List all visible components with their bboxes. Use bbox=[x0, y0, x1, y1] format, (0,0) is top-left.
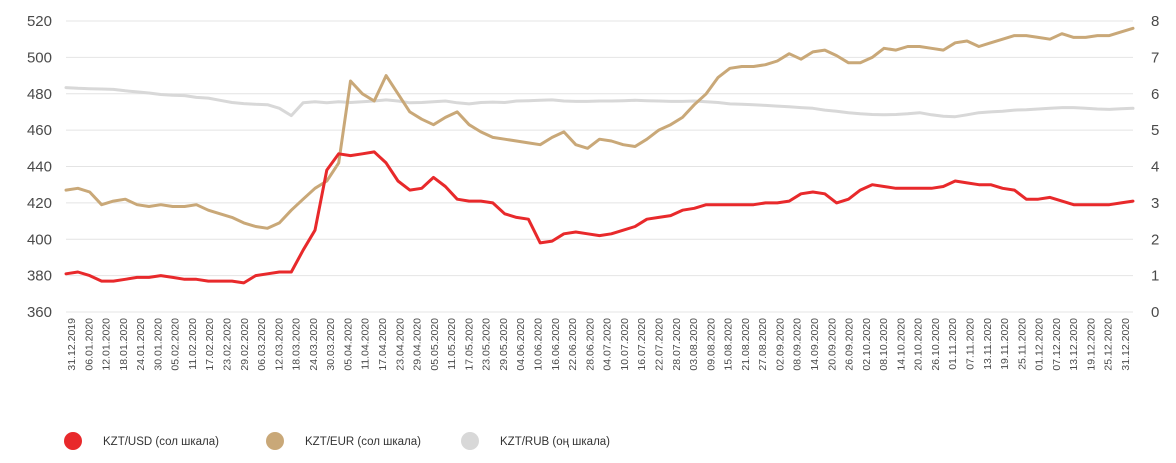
x-axis-tick-label: 31.12.2020 bbox=[1120, 318, 1132, 371]
x-axis-tick-label: 13.12.2020 bbox=[1068, 318, 1080, 371]
left-axis-tick-label: 520 bbox=[27, 13, 52, 30]
left-axis-ticks: 360 380 400 420 440 460 480 500 520 bbox=[27, 13, 52, 321]
x-axis-tick-label: 28.06.2020 bbox=[584, 318, 596, 371]
legend-item: KZT/RUB (оң шкала) bbox=[461, 432, 610, 450]
x-axis-tick-label: 07.11.2020 bbox=[965, 318, 977, 370]
x-axis-tick-label: 12.03.2020 bbox=[273, 318, 285, 371]
legend-item: KZT/USD (сол шкала) bbox=[64, 432, 219, 450]
left-axis-tick-label: 360 bbox=[27, 304, 52, 321]
right-axis-tick-label: 4 bbox=[1151, 159, 1159, 176]
x-axis-tick-label: 29.02.2020 bbox=[239, 318, 251, 371]
x-axis-tick-label: 16.07.2020 bbox=[636, 318, 648, 371]
left-axis-tick-label: 420 bbox=[27, 195, 52, 212]
x-axis-tick-label: 24.01.2020 bbox=[135, 318, 147, 371]
left-axis-tick-label: 460 bbox=[27, 122, 52, 139]
x-axis-tick-label: 11.04.2020 bbox=[360, 318, 372, 370]
x-axis-tick-label: 23.05.2020 bbox=[481, 318, 493, 371]
x-axis-tick-label: 14.10.2020 bbox=[895, 318, 907, 371]
left-axis-tick-label: 380 bbox=[27, 268, 52, 285]
legend-label: KZT/RUB (оң шкала) bbox=[500, 436, 610, 448]
x-axis-tick-label: 06.01.2020 bbox=[83, 318, 95, 371]
x-axis-tick-label: 09.08.2020 bbox=[705, 318, 717, 371]
x-axis-tick-label: 26.10.2020 bbox=[930, 318, 942, 371]
x-axis-tick-label: 05.05.2020 bbox=[429, 318, 441, 371]
legend-label: KZT/EUR (сол шкала) bbox=[305, 436, 421, 448]
x-axis-tick-label: 20.10.2020 bbox=[913, 318, 925, 371]
x-axis-tick-label: 11.05.2020 bbox=[446, 318, 458, 370]
x-axis-tick-label: 22.06.2020 bbox=[567, 318, 579, 371]
x-axis-tick-label: 26.09.2020 bbox=[844, 318, 856, 371]
x-axis-tick-label: 30.01.2020 bbox=[152, 318, 164, 371]
right-axis-tick-label: 8 bbox=[1151, 13, 1159, 30]
right-axis-tick-label: 6 bbox=[1151, 86, 1159, 103]
x-axis-tick-label: 02.09.2020 bbox=[774, 318, 786, 371]
legend-marker bbox=[461, 432, 479, 450]
x-axis-tick-label: 23.02.2020 bbox=[222, 318, 234, 371]
x-axis-tick-label: 27.08.2020 bbox=[757, 318, 769, 371]
x-axis-tick-label: 18.03.2020 bbox=[291, 318, 303, 371]
x-axis-tick-label: 17.05.2020 bbox=[463, 318, 475, 371]
x-axis-tick-label: 17.04.2020 bbox=[377, 318, 389, 371]
x-axis-tick-label: 02.10.2020 bbox=[861, 318, 873, 371]
x-axis-tick-label: 05.02.2020 bbox=[170, 318, 182, 371]
x-axis-tick-label: 24.03.2020 bbox=[308, 318, 320, 371]
x-axis-tick-label: 17.02.2020 bbox=[204, 318, 216, 371]
legend-label: KZT/USD (сол шкала) bbox=[103, 436, 219, 448]
series-line-1 bbox=[64, 150, 1135, 285]
x-axis-tick-label: 18.01.2020 bbox=[118, 318, 130, 371]
legend-marker bbox=[64, 432, 82, 450]
x-axis-tick-label: 05.04.2020 bbox=[343, 318, 355, 371]
x-axis-tick-label: 25.12.2020 bbox=[1103, 318, 1115, 371]
x-axis-tick-label: 29.05.2020 bbox=[498, 318, 510, 371]
x-axis-tick-label: 03.08.2020 bbox=[688, 318, 700, 371]
x-axis-tick-label: 04.07.2020 bbox=[602, 318, 614, 371]
x-axis-tick-label: 16.06.2020 bbox=[550, 318, 562, 371]
x-axis-ticks: 31.12.2019 06.01.2020 12.01.2020 18.01.2020… bbox=[66, 318, 1132, 371]
x-axis-tick-label: 08.10.2020 bbox=[878, 318, 890, 371]
x-axis-tick-label: 20.09.2020 bbox=[826, 318, 838, 371]
left-axis-tick-label: 480 bbox=[27, 86, 52, 103]
right-axis-tick-label: 7 bbox=[1151, 49, 1159, 66]
x-axis-tick-label: 19.12.2020 bbox=[1085, 318, 1097, 371]
x-axis-tick-label: 30.03.2020 bbox=[325, 318, 337, 371]
left-axis-tick-label: 500 bbox=[27, 49, 52, 66]
series-line-3 bbox=[64, 86, 1135, 119]
right-axis-tick-label: 5 bbox=[1151, 122, 1159, 139]
x-axis-tick-label: 10.07.2020 bbox=[619, 318, 631, 371]
x-axis-tick-label: 01.11.2020 bbox=[947, 318, 959, 370]
right-axis-ticks: 0 1 2 3 4 5 6 7 8 bbox=[1151, 13, 1159, 321]
x-axis-tick-label: 04.06.2020 bbox=[515, 318, 527, 371]
left-axis-tick-label: 400 bbox=[27, 231, 52, 248]
x-axis-tick-label: 21.08.2020 bbox=[740, 318, 752, 371]
x-axis-tick-label: 15.08.2020 bbox=[723, 318, 735, 371]
x-axis-tick-label: 13.11.2020 bbox=[982, 318, 994, 370]
x-axis-tick-label: 12.01.2020 bbox=[101, 318, 113, 371]
x-axis-tick-label: 01.12.2020 bbox=[1034, 318, 1046, 371]
x-axis-tick-label: 29.04.2020 bbox=[412, 318, 424, 371]
left-axis-tick-label: 440 bbox=[27, 159, 52, 176]
legend: KZT/USD (сол шкала) KZT/EUR (сол шкала) KZ… bbox=[64, 432, 610, 450]
x-axis-tick-label: 19.11.2020 bbox=[999, 318, 1011, 370]
series-lines bbox=[64, 26, 1135, 285]
x-axis-tick-label: 23.04.2020 bbox=[394, 318, 406, 371]
x-axis-tick-label: 08.09.2020 bbox=[792, 318, 804, 371]
legend-item: KZT/EUR (сол шкала) bbox=[266, 432, 421, 450]
right-axis-tick-label: 3 bbox=[1151, 195, 1159, 212]
x-axis-tick-label: 06.03.2020 bbox=[256, 318, 268, 371]
legend-marker bbox=[266, 432, 284, 450]
x-axis-tick-label: 31.12.2019 bbox=[66, 318, 78, 371]
right-axis-tick-label: 1 bbox=[1151, 268, 1159, 285]
right-axis-tick-label: 2 bbox=[1151, 231, 1159, 248]
x-axis-tick-label: 28.07.2020 bbox=[671, 318, 683, 371]
x-axis-tick-label: 22.07.2020 bbox=[654, 318, 666, 371]
x-axis-tick-label: 07.12.2020 bbox=[1051, 318, 1063, 371]
x-axis-tick-label: 25.11.2020 bbox=[1016, 318, 1028, 370]
x-axis-tick-label: 10.06.2020 bbox=[533, 318, 545, 371]
gridlines bbox=[66, 20, 1133, 313]
x-axis-tick-label: 14.09.2020 bbox=[809, 318, 821, 371]
x-axis-tick-label: 11.02.2020 bbox=[187, 318, 199, 370]
right-axis-tick-label: 0 bbox=[1151, 304, 1159, 321]
series-line-2 bbox=[64, 26, 1135, 230]
